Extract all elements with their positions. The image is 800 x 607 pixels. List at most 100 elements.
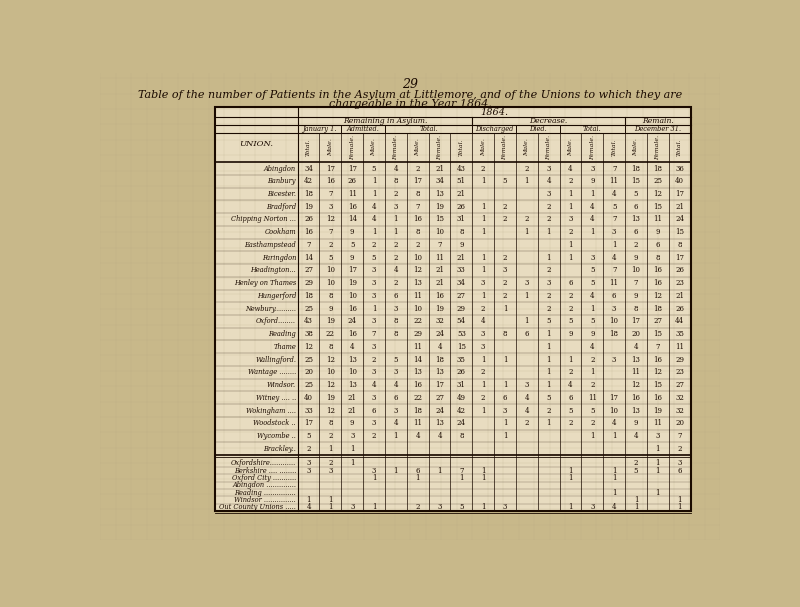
Text: 3: 3 <box>503 407 507 415</box>
Text: 17: 17 <box>304 419 313 427</box>
Bar <box>214 107 690 511</box>
Text: 5: 5 <box>372 164 376 172</box>
Text: 10: 10 <box>348 368 357 376</box>
Text: 2: 2 <box>525 419 529 427</box>
Text: 16: 16 <box>631 394 641 402</box>
Text: Female.: Female. <box>655 135 660 160</box>
Text: 3: 3 <box>394 407 398 415</box>
Text: 1: 1 <box>350 445 354 453</box>
Text: 1: 1 <box>546 330 551 338</box>
Text: 3: 3 <box>372 343 376 351</box>
Text: 17: 17 <box>348 266 357 274</box>
Text: 1: 1 <box>525 292 529 300</box>
Text: 1: 1 <box>568 474 573 482</box>
Text: 2: 2 <box>546 407 551 415</box>
Text: 6: 6 <box>372 407 376 415</box>
Text: 10: 10 <box>610 317 618 325</box>
Text: 15: 15 <box>654 330 662 338</box>
Text: Discharged: Discharged <box>475 125 514 133</box>
Text: Female.: Female. <box>437 135 442 160</box>
Text: 1: 1 <box>481 228 486 236</box>
Text: 10: 10 <box>413 305 422 313</box>
Text: 17: 17 <box>348 164 357 172</box>
Text: 11: 11 <box>675 343 684 351</box>
Text: 1: 1 <box>655 467 660 475</box>
Text: Abingdon ..............: Abingdon .............. <box>232 481 296 489</box>
Text: 10: 10 <box>326 279 335 287</box>
Text: 1: 1 <box>372 305 376 313</box>
Text: 5: 5 <box>350 241 354 249</box>
Text: 29: 29 <box>402 78 418 91</box>
Text: 23: 23 <box>675 368 684 376</box>
Text: 1: 1 <box>546 356 551 364</box>
Text: 2: 2 <box>568 368 573 376</box>
Text: 3: 3 <box>612 305 616 313</box>
Text: 18: 18 <box>304 292 313 300</box>
Text: 1: 1 <box>612 467 616 475</box>
Text: 8: 8 <box>459 432 463 440</box>
Text: 19: 19 <box>654 407 662 415</box>
Text: 9: 9 <box>459 241 463 249</box>
Text: 6: 6 <box>568 279 573 287</box>
Text: 3: 3 <box>503 266 507 274</box>
Text: 2: 2 <box>525 215 529 223</box>
Text: 7: 7 <box>655 343 660 351</box>
Text: 10: 10 <box>610 407 618 415</box>
Text: 7: 7 <box>612 266 616 274</box>
Text: 40: 40 <box>675 177 684 185</box>
Text: 11: 11 <box>631 368 641 376</box>
Text: 8: 8 <box>415 228 420 236</box>
Text: 18: 18 <box>435 356 444 364</box>
Text: 1: 1 <box>481 292 486 300</box>
Text: 11: 11 <box>413 343 422 351</box>
Text: 21: 21 <box>348 407 357 415</box>
Text: 1: 1 <box>481 356 486 364</box>
Text: 26: 26 <box>675 266 684 274</box>
Text: 1: 1 <box>590 368 594 376</box>
Text: 8: 8 <box>678 241 682 249</box>
Text: Woodstock ..: Woodstock .. <box>254 419 296 427</box>
Text: Remaining in Asylum.: Remaining in Asylum. <box>342 117 427 125</box>
Text: 2: 2 <box>502 203 507 211</box>
Text: 27: 27 <box>654 317 662 325</box>
Text: Oxford........: Oxford........ <box>256 317 296 325</box>
Text: 21: 21 <box>457 190 466 198</box>
Text: 2: 2 <box>481 368 486 376</box>
Text: 3: 3 <box>590 254 594 262</box>
Text: 4: 4 <box>306 503 310 511</box>
Text: 4: 4 <box>590 292 594 300</box>
Text: 4: 4 <box>394 164 398 172</box>
Text: 6: 6 <box>655 241 660 249</box>
Text: 15: 15 <box>631 177 641 185</box>
Text: 1: 1 <box>328 445 333 453</box>
Text: 4: 4 <box>612 190 616 198</box>
Text: 5: 5 <box>590 317 594 325</box>
Text: 1: 1 <box>546 368 551 376</box>
Text: 3: 3 <box>612 356 616 364</box>
Text: Oxford City ...........: Oxford City ........... <box>232 474 296 482</box>
Text: 3: 3 <box>372 292 376 300</box>
Text: 10: 10 <box>631 266 641 274</box>
Text: 20: 20 <box>631 330 641 338</box>
Text: 26: 26 <box>457 203 466 211</box>
Text: 1: 1 <box>546 254 551 262</box>
Text: 3: 3 <box>590 503 594 511</box>
Text: 19: 19 <box>304 203 313 211</box>
Text: Total.: Total. <box>306 139 311 157</box>
Text: 2: 2 <box>590 381 594 389</box>
Text: 11: 11 <box>348 190 357 198</box>
Text: 2: 2 <box>306 445 310 453</box>
Text: 1: 1 <box>655 445 660 453</box>
Text: 17: 17 <box>675 190 684 198</box>
Text: UNION.: UNION. <box>239 140 273 148</box>
Text: 7: 7 <box>328 190 333 198</box>
Text: 1: 1 <box>568 190 573 198</box>
Text: 8: 8 <box>415 190 420 198</box>
Text: 9: 9 <box>568 330 573 338</box>
Text: 2: 2 <box>590 419 594 427</box>
Text: Abingdon: Abingdon <box>264 164 296 172</box>
Text: Total.: Total. <box>459 139 464 157</box>
Text: 32: 32 <box>435 317 444 325</box>
Text: 2: 2 <box>328 241 333 249</box>
Text: 7: 7 <box>306 241 310 249</box>
